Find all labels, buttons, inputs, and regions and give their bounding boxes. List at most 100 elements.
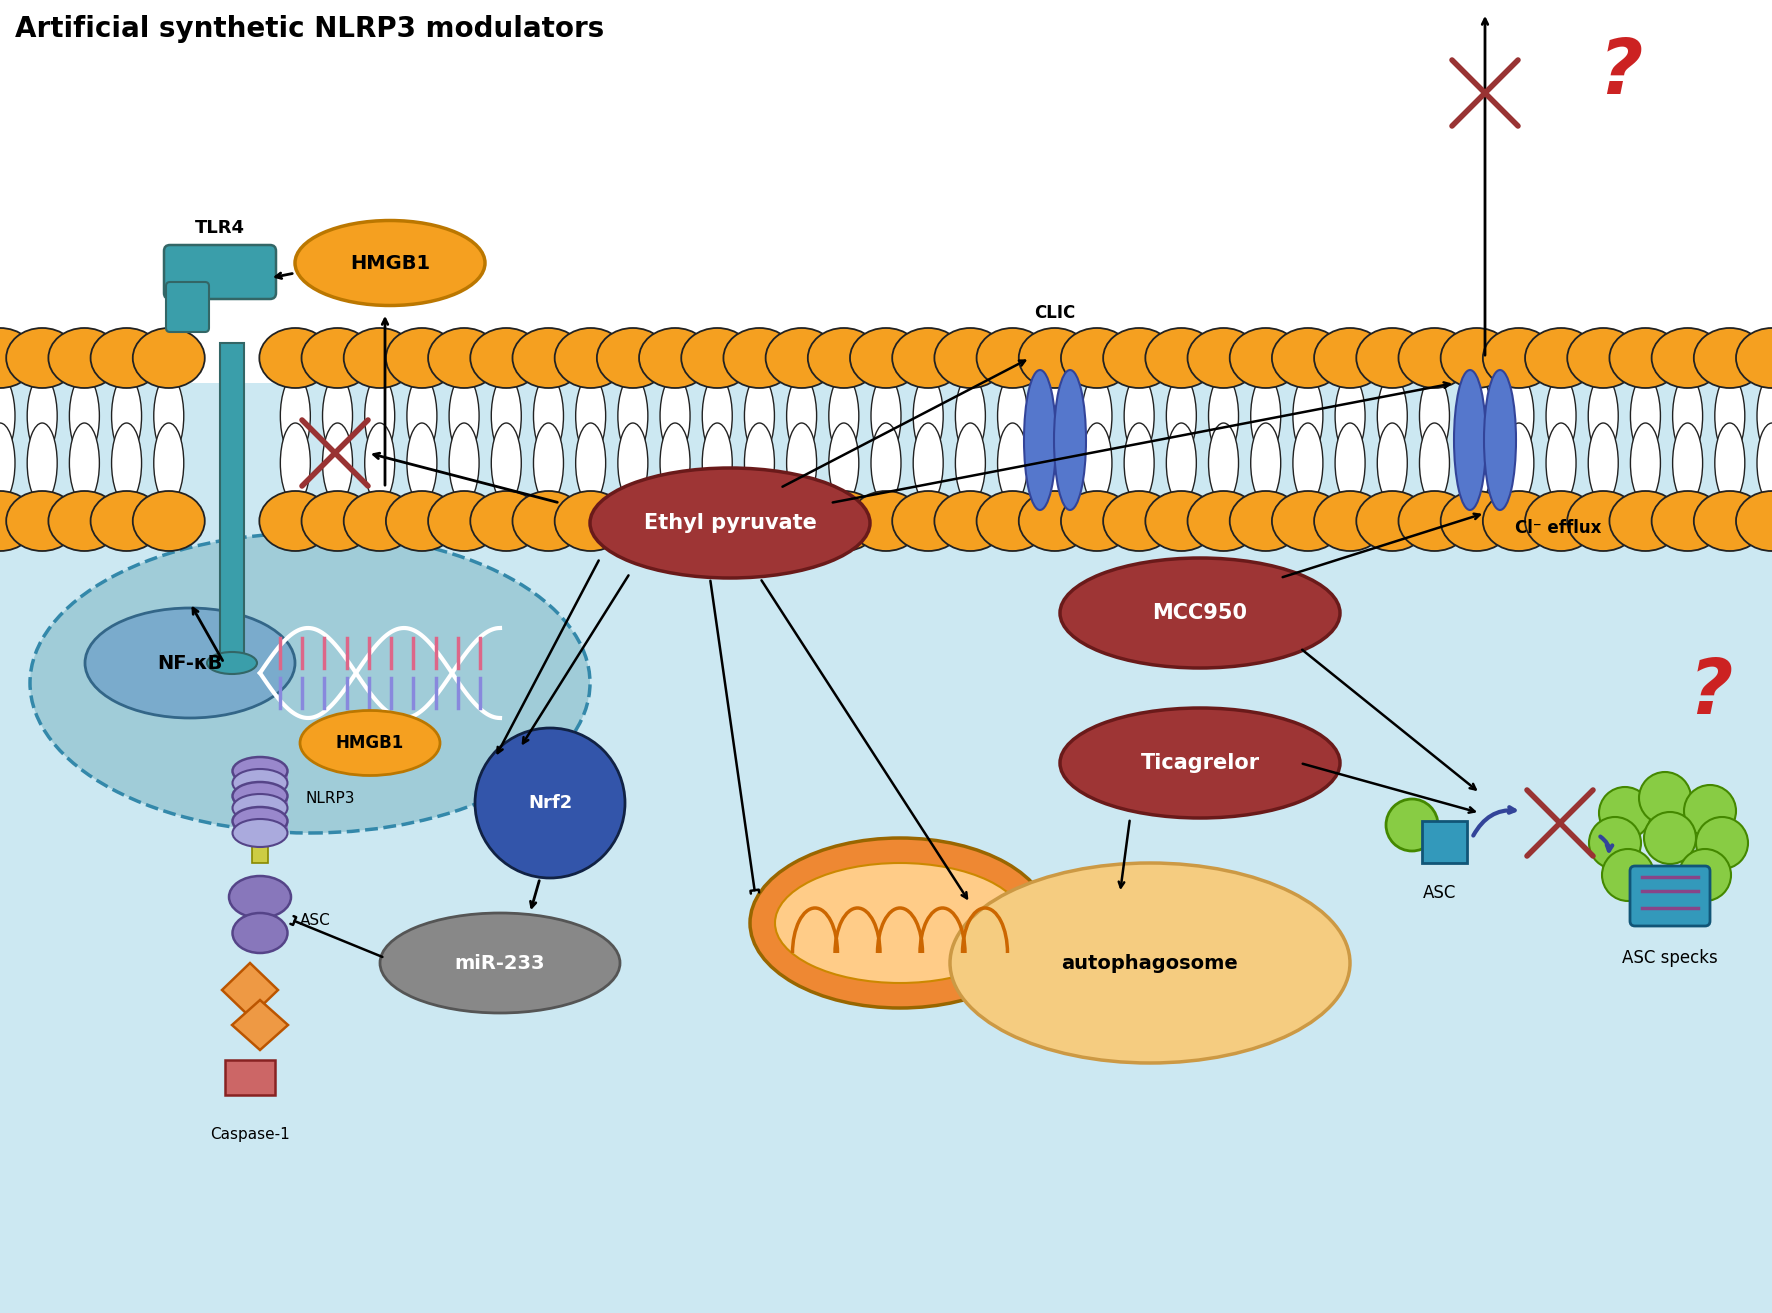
- Ellipse shape: [69, 423, 99, 503]
- Circle shape: [1602, 850, 1653, 901]
- Bar: [252, 831, 268, 863]
- Ellipse shape: [934, 491, 1006, 551]
- Ellipse shape: [48, 491, 120, 551]
- Ellipse shape: [0, 328, 35, 389]
- Bar: [1421, 821, 1467, 863]
- Ellipse shape: [1441, 491, 1513, 551]
- Circle shape: [1683, 785, 1737, 836]
- Ellipse shape: [470, 328, 542, 389]
- Ellipse shape: [1294, 423, 1324, 503]
- Ellipse shape: [750, 838, 1051, 1008]
- Bar: [232, 768, 287, 783]
- Ellipse shape: [1377, 423, 1407, 503]
- Text: Ticagrelor: Ticagrelor: [1141, 752, 1260, 773]
- Ellipse shape: [891, 491, 964, 551]
- Ellipse shape: [976, 491, 1049, 551]
- Ellipse shape: [1060, 558, 1340, 668]
- Ellipse shape: [1483, 370, 1517, 509]
- Ellipse shape: [723, 491, 796, 551]
- Ellipse shape: [1694, 491, 1767, 551]
- Bar: [0, 383, 1772, 1313]
- Text: ASC: ASC: [1423, 884, 1457, 902]
- Ellipse shape: [1715, 376, 1745, 456]
- Ellipse shape: [774, 863, 1024, 983]
- Text: Artificial synthetic NLRP3 modulators: Artificial synthetic NLRP3 modulators: [14, 14, 604, 43]
- Ellipse shape: [1334, 423, 1364, 503]
- Ellipse shape: [5, 491, 78, 551]
- Ellipse shape: [154, 423, 184, 503]
- Ellipse shape: [491, 423, 521, 503]
- Ellipse shape: [154, 376, 184, 456]
- Ellipse shape: [365, 376, 395, 456]
- Ellipse shape: [1694, 328, 1767, 389]
- Ellipse shape: [232, 819, 287, 847]
- Ellipse shape: [1209, 376, 1239, 456]
- Ellipse shape: [659, 376, 689, 456]
- Ellipse shape: [5, 328, 78, 389]
- Ellipse shape: [618, 376, 649, 456]
- Ellipse shape: [1652, 328, 1724, 389]
- Ellipse shape: [1060, 708, 1340, 818]
- Ellipse shape: [429, 491, 500, 551]
- Ellipse shape: [1419, 376, 1449, 456]
- Circle shape: [1386, 800, 1439, 851]
- Ellipse shape: [69, 376, 99, 456]
- Ellipse shape: [680, 491, 753, 551]
- Ellipse shape: [1377, 376, 1407, 456]
- Text: ?: ?: [1598, 35, 1643, 110]
- Ellipse shape: [1715, 423, 1745, 503]
- Text: miR-233: miR-233: [455, 953, 546, 973]
- Ellipse shape: [640, 328, 711, 389]
- Bar: [232, 793, 287, 807]
- Text: autophagosome: autophagosome: [1061, 953, 1239, 973]
- Ellipse shape: [1652, 491, 1724, 551]
- Text: MCC950: MCC950: [1152, 603, 1247, 622]
- Ellipse shape: [1251, 423, 1281, 503]
- Ellipse shape: [766, 491, 838, 551]
- Ellipse shape: [344, 491, 416, 551]
- Ellipse shape: [597, 328, 668, 389]
- Ellipse shape: [1504, 376, 1535, 456]
- Ellipse shape: [1483, 491, 1554, 551]
- Ellipse shape: [891, 328, 964, 389]
- Circle shape: [1680, 850, 1731, 901]
- Ellipse shape: [1483, 328, 1554, 389]
- Ellipse shape: [1315, 491, 1386, 551]
- Ellipse shape: [1588, 376, 1618, 456]
- Ellipse shape: [232, 913, 287, 953]
- Ellipse shape: [1673, 376, 1703, 456]
- Ellipse shape: [851, 328, 921, 389]
- Text: CLIC: CLIC: [1035, 305, 1076, 322]
- Ellipse shape: [1566, 491, 1639, 551]
- Circle shape: [475, 727, 626, 878]
- Ellipse shape: [232, 794, 287, 822]
- Ellipse shape: [1398, 328, 1471, 389]
- Ellipse shape: [1123, 423, 1154, 503]
- Ellipse shape: [1545, 423, 1575, 503]
- Bar: [220, 343, 245, 663]
- Ellipse shape: [0, 423, 14, 503]
- Ellipse shape: [872, 376, 900, 456]
- Ellipse shape: [301, 328, 374, 389]
- Ellipse shape: [1019, 491, 1092, 551]
- Ellipse shape: [1024, 370, 1056, 509]
- Ellipse shape: [470, 491, 542, 551]
- Ellipse shape: [344, 328, 416, 389]
- Ellipse shape: [408, 423, 438, 503]
- Ellipse shape: [379, 913, 620, 1014]
- Ellipse shape: [1398, 491, 1471, 551]
- Ellipse shape: [1526, 328, 1597, 389]
- Circle shape: [1696, 817, 1747, 869]
- Text: Caspase-1: Caspase-1: [211, 1128, 291, 1142]
- Ellipse shape: [640, 491, 711, 551]
- Ellipse shape: [112, 423, 142, 503]
- Ellipse shape: [280, 376, 310, 456]
- Ellipse shape: [299, 710, 439, 776]
- Circle shape: [1644, 811, 1696, 864]
- Ellipse shape: [365, 423, 395, 503]
- Bar: [232, 818, 287, 832]
- FancyBboxPatch shape: [167, 282, 209, 332]
- Ellipse shape: [913, 376, 943, 456]
- Ellipse shape: [1737, 328, 1772, 389]
- Ellipse shape: [1272, 328, 1343, 389]
